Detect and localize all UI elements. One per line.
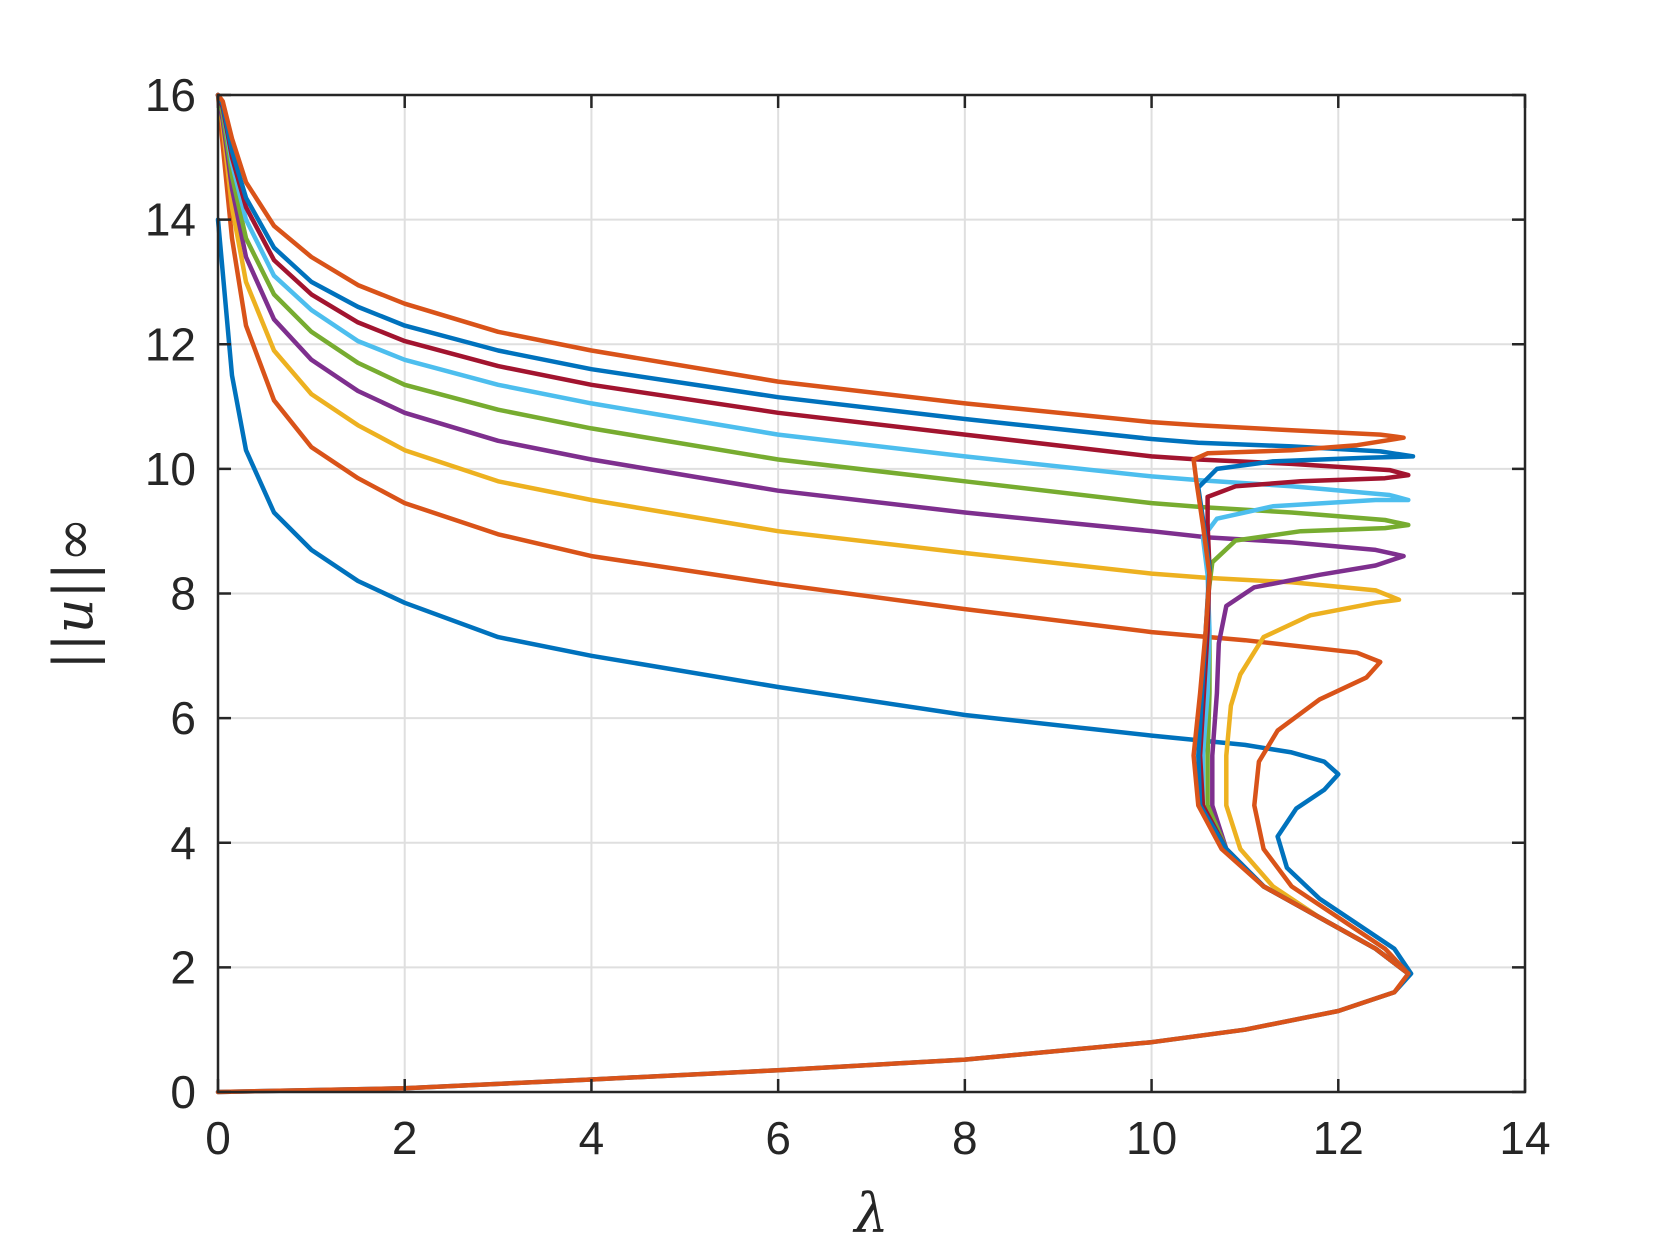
- x-tick-labels: 0 2 4 6 8 10 12 14: [205, 1112, 1550, 1164]
- series-line-8: [215, 92, 1416, 976]
- series-line-9: [215, 92, 1411, 976]
- x-tick-label: 6: [765, 1112, 791, 1164]
- x-tick-label: 12: [1313, 1112, 1364, 1164]
- plot-area: [215, 92, 1416, 1095]
- x-tick-label: 4: [579, 1112, 605, 1164]
- y-tick-label: 6: [170, 692, 196, 744]
- y-axis-label: ||u||∞: [42, 517, 105, 670]
- x-tick-label: 2: [392, 1112, 418, 1164]
- y-tick-label: 2: [170, 941, 196, 993]
- y-tick-labels: 0 2 4 6 8 10 12 14 16: [145, 69, 196, 1118]
- series-group: [215, 92, 1416, 1095]
- y-tick-label: 16: [145, 69, 196, 121]
- x-tick-label: 14: [1499, 1112, 1550, 1164]
- series-line-7: [215, 92, 1411, 976]
- x-tick-label: 8: [952, 1112, 978, 1164]
- y-tick-label: 8: [170, 568, 196, 620]
- y-tick-label: 14: [145, 194, 196, 246]
- y-tick-label: 0: [170, 1066, 196, 1118]
- y-tick-label: 10: [145, 443, 196, 495]
- x-tick-label: 0: [205, 1112, 231, 1164]
- y-tick-label: 12: [145, 318, 196, 370]
- x-axis-label: λ: [852, 1182, 888, 1245]
- y-tick-label: 4: [170, 817, 196, 869]
- series-line-5: [215, 92, 1411, 976]
- series-line-4: [215, 92, 1411, 976]
- x-tick-label: 10: [1126, 1112, 1177, 1164]
- series-line-2: [215, 92, 1411, 1095]
- tick-marks: [216, 93, 1527, 1094]
